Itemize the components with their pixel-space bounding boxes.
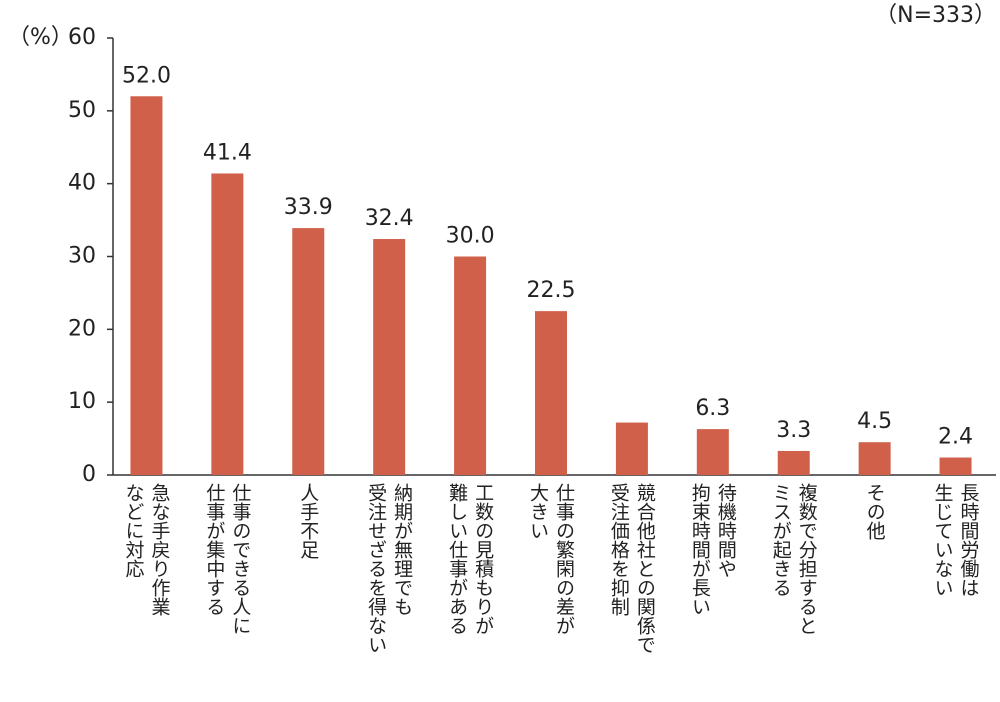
bar	[211, 173, 244, 475]
bar	[535, 311, 567, 475]
x-label-box: 工数の見積もりが 難しい仕事がある	[446, 483, 495, 635]
bar	[858, 442, 891, 475]
bar	[777, 450, 810, 475]
value-label: 2.4	[938, 425, 973, 450]
x-tick-label: 仕事の繁閑の差が 大きい	[527, 483, 575, 635]
x-label-box: 待機時間や 拘束時間が長い	[688, 483, 737, 616]
x-tick-label: 人手不足	[297, 483, 320, 559]
x-tick-label: 仕事のできる人に 仕事が集中する	[203, 483, 252, 635]
value-label: 3.3	[776, 418, 811, 443]
x-label-box: 人手不足	[297, 483, 320, 559]
bar	[696, 429, 729, 475]
bar	[615, 422, 648, 475]
value-label: 41.4	[203, 140, 252, 165]
bar	[373, 239, 406, 475]
y-tick-label: 50	[68, 98, 96, 123]
x-tick-label: 長時間労働は 生じていない	[931, 483, 980, 597]
value-label: 22.5	[527, 278, 576, 303]
x-tick-label: 納期が無理でも 受注せざるを得ない	[365, 483, 414, 654]
x-label-box: 急な手戻り作業 などに対応	[122, 483, 171, 616]
unit-label: （%）	[8, 25, 73, 50]
x-tick-label: 工数の見積もりが 難しい仕事がある	[446, 483, 495, 635]
y-tick-label: 20	[68, 316, 96, 341]
x-label-box: 複数で分担すると ミスが起きる	[769, 483, 818, 635]
value-label: 30.0	[446, 224, 495, 249]
x-tick-label: その他	[863, 483, 886, 540]
x-tick-label: 複数で分担すると ミスが起きる	[769, 483, 818, 635]
y-tick-label: 0	[82, 462, 96, 487]
x-tick-label: 急な手戻り作業 などに対応	[122, 483, 171, 616]
value-label: 4.5	[857, 409, 892, 434]
x-label-box: 仕事のできる人に 仕事が集中する	[203, 483, 252, 635]
bar	[130, 96, 163, 476]
bar	[454, 256, 487, 475]
bar	[292, 228, 325, 475]
x-label-box: 長時間労働は 生じていない	[931, 483, 980, 597]
x-tick-label: 待機時間や 拘束時間が長い	[688, 483, 737, 616]
sample-label: （N=333）	[875, 3, 996, 28]
x-label-box: 競合他社との関係で 受注価格を抑制	[607, 483, 656, 654]
value-label: 6.3	[695, 396, 730, 421]
x-label-box: その他	[863, 483, 886, 540]
x-label-box: 納期が無理でも 受注せざるを得ない	[365, 483, 414, 654]
value-label: 32.4	[365, 206, 414, 231]
bar	[939, 457, 972, 475]
x-tick-label: 競合他社との関係で 受注価格を抑制	[607, 483, 656, 654]
y-tick-label: 30	[68, 244, 96, 269]
value-label: 33.9	[284, 195, 333, 220]
value-label: 52.0	[122, 63, 171, 88]
y-tick-label: 40	[68, 171, 96, 196]
y-tick-label: 10	[68, 389, 96, 414]
y-tick-label: 60	[68, 25, 96, 50]
x-label-box: 仕事の繁閑の差が 大きい	[527, 483, 575, 635]
